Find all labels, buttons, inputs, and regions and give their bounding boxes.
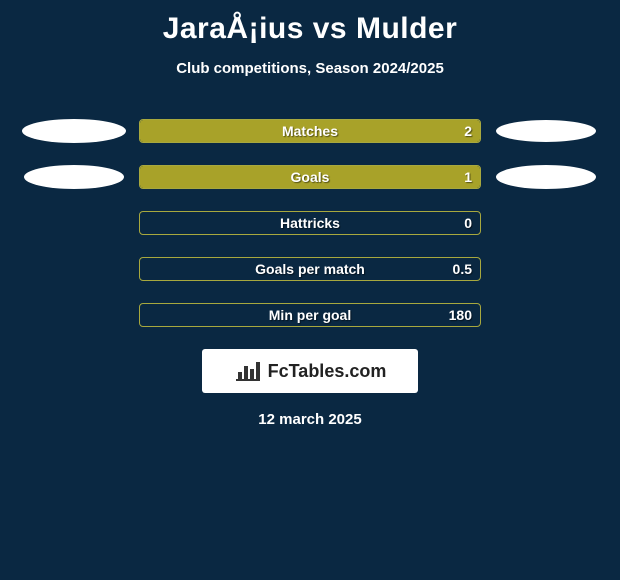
left-ellipse (24, 165, 124, 189)
bar-label: Hattricks (280, 215, 340, 231)
stat-row: Matches 2 (0, 119, 620, 143)
branding-text: FcTables.com (268, 361, 387, 382)
left-side (9, 165, 139, 189)
bar-value-right: 1 (464, 169, 472, 185)
stat-row: Hattricks 0 (0, 211, 620, 235)
right-side (481, 120, 611, 142)
page-title: JaraÅ¡ius vs Mulder (0, 0, 620, 46)
subtitle: Club competitions, Season 2024/2025 (0, 60, 620, 77)
date-text: 12 march 2025 (0, 411, 620, 428)
bar-label: Goals (291, 169, 330, 185)
left-side (9, 119, 139, 143)
bar-col: Min per goal 180 (139, 303, 481, 327)
bar-col: Goals 1 (139, 165, 481, 189)
bar-col: Hattricks 0 (139, 211, 481, 235)
right-ellipse (496, 120, 596, 142)
bar-track: Min per goal 180 (139, 303, 481, 327)
stats-rows: Matches 2 Goals 1 Hattricks 0 Goals per match 0… (0, 119, 620, 327)
bar-track: Goals per match 0.5 (139, 257, 481, 281)
stat-row: Goals per match 0.5 (0, 257, 620, 281)
bar-col: Matches 2 (139, 119, 481, 143)
right-ellipse (496, 165, 596, 189)
stat-row: Goals 1 (0, 165, 620, 189)
branding-badge: FcTables.com (202, 349, 418, 393)
bar-value-right: 2 (464, 123, 472, 139)
bar-track: Matches 2 (139, 119, 481, 143)
left-ellipse (22, 119, 126, 143)
bar-label: Min per goal (269, 307, 351, 323)
bar-value-right: 0.5 (453, 261, 472, 277)
bar-col: Goals per match 0.5 (139, 257, 481, 281)
bar-chart-icon (234, 360, 262, 382)
bar-value-right: 0 (464, 215, 472, 231)
bar-value-right: 180 (449, 307, 472, 323)
bar-label: Matches (282, 123, 338, 139)
stat-row: Min per goal 180 (0, 303, 620, 327)
bar-track: Hattricks 0 (139, 211, 481, 235)
bar-track: Goals 1 (139, 165, 481, 189)
right-side (481, 165, 611, 189)
bar-label: Goals per match (255, 261, 365, 277)
